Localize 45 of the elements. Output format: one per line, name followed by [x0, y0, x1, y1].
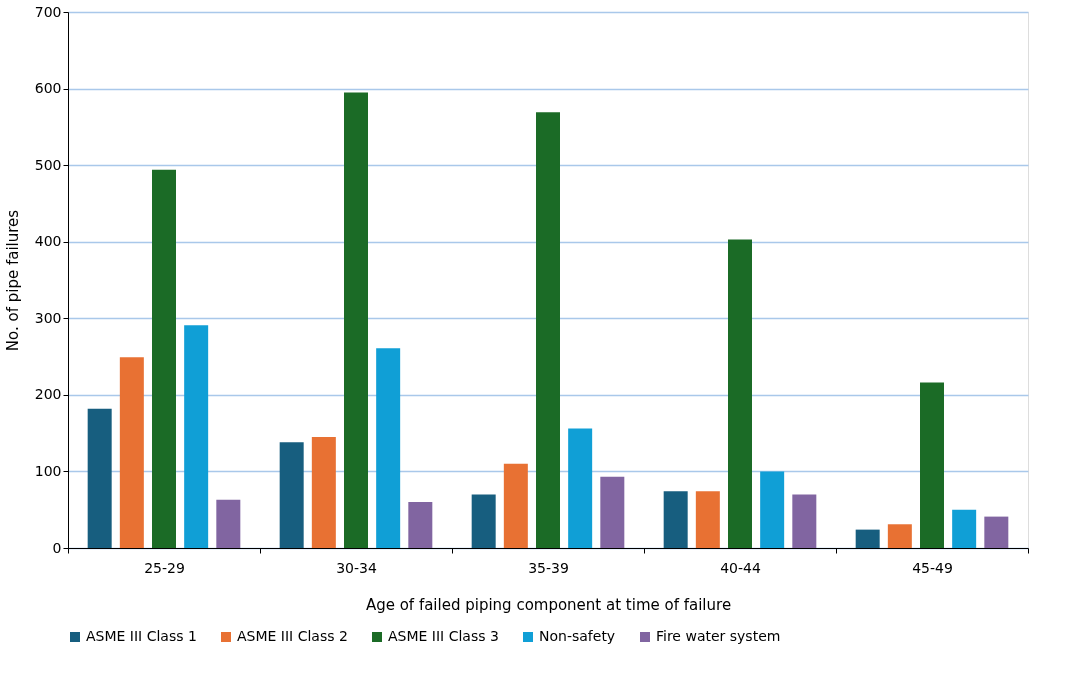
y-tick-label: 300	[34, 309, 62, 326]
legend-label: ASME III Class 1	[86, 628, 197, 644]
bar	[663, 491, 688, 548]
y-tick-label: 500	[34, 156, 62, 173]
bar	[568, 428, 593, 548]
legend-label: ASME III Class 2	[237, 628, 348, 644]
x-tick-label: 40-44	[720, 559, 761, 576]
bar	[216, 499, 241, 548]
bar	[503, 463, 528, 548]
x-axis-title: Age of failed piping component at time of failure	[365, 595, 732, 614]
bar	[87, 408, 112, 548]
bar	[344, 92, 368, 548]
bar	[792, 494, 817, 548]
bar	[311, 436, 336, 548]
legend-label: Fire water system	[656, 628, 781, 644]
bar	[920, 382, 944, 548]
x-tick-label: 30-34	[336, 559, 377, 576]
bar	[952, 509, 977, 548]
bar	[376, 348, 401, 548]
bar	[408, 502, 433, 548]
bar	[536, 112, 560, 548]
legend-label: Non-safety	[539, 628, 616, 644]
bar	[760, 471, 785, 548]
y-tick-label: 0	[52, 539, 62, 556]
bar	[855, 529, 880, 548]
y-tick-label: 200	[34, 386, 62, 403]
bar	[471, 494, 496, 548]
x-tick-label: 45-49	[912, 559, 953, 576]
bar	[984, 516, 1009, 548]
bar	[152, 169, 176, 548]
bar	[119, 357, 144, 548]
bar	[728, 239, 752, 548]
bar	[279, 442, 304, 548]
y-tick-label: 400	[34, 233, 62, 250]
x-tick-label: 35-39	[528, 559, 569, 576]
y-tick-label: 700	[34, 3, 62, 20]
bar	[184, 325, 209, 548]
bar	[600, 476, 625, 548]
bar	[695, 491, 720, 548]
bar	[887, 524, 912, 548]
y-tick-label: 600	[34, 80, 62, 97]
y-tick-label: 100	[34, 462, 62, 479]
y-axis-title: No. of pipe failures	[3, 209, 22, 352]
legend-label: ASME III Class 3	[388, 628, 499, 644]
x-tick-label: 25-29	[144, 559, 185, 576]
